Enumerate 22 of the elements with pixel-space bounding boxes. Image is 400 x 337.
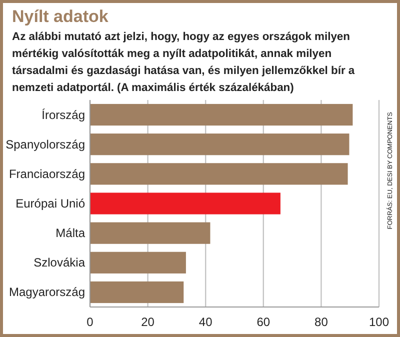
- y-tick-label: Málta: [56, 226, 86, 240]
- x-tick-label: 20: [141, 315, 155, 329]
- bar: [90, 192, 280, 214]
- y-tick-label: Magyarország: [8, 285, 85, 300]
- x-tick-label: 40: [198, 315, 213, 329]
- bar: [90, 134, 350, 156]
- y-tick-label: Franciaország: [8, 166, 85, 181]
- y-tick-label: Írország: [42, 108, 85, 122]
- chart-subtitle: Az alábbi mutató azt jelzi, hogy, hogy az egyes országok milyen mértékig valósították meg a nyílt adatpolitikát, annak milyen társadalmi és gazdasági hatása van, és milyen jellemzőkkel bír a nemzeti adatportál. (A maximális érték százalékában): [12, 31, 356, 94]
- bar: [90, 104, 353, 126]
- x-tick-label: 60: [256, 315, 270, 329]
- y-tick-label: Európai Unió: [16, 196, 86, 210]
- bar: [90, 252, 186, 274]
- bar: [90, 281, 184, 304]
- bar: [90, 163, 348, 185]
- y-tick-label: Szlovákia: [34, 256, 86, 270]
- y-tick-label: Spanyolország: [6, 137, 85, 152]
- bar: [90, 222, 210, 244]
- chart-title: Nyílt adatok: [12, 7, 109, 26]
- x-tick-label: 0: [86, 315, 94, 329]
- x-tick-label: 100: [368, 315, 390, 329]
- x-tick-label: 80: [314, 315, 328, 329]
